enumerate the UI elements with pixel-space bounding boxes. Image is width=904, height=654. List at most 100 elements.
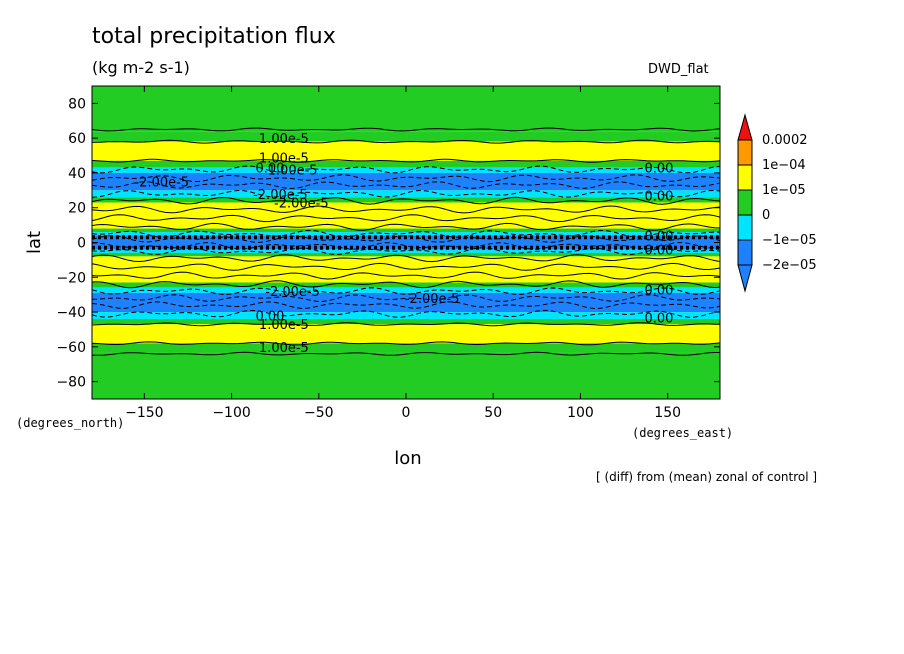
contour-line-2 (91, 158, 721, 163)
x-tick-label-5: 100 (567, 405, 594, 421)
contour-line-7 (91, 196, 721, 205)
band-13 (92, 252, 720, 257)
colorbar-seg-2 (737, 164, 753, 191)
contour-label-2: 0.00 (255, 162, 284, 177)
x-tick-label-3: 0 (402, 405, 411, 421)
y-tick-label-8: 80 (68, 96, 86, 112)
band-4 (92, 167, 720, 173)
contour-line-15 (91, 254, 721, 263)
band-21 (92, 343, 720, 353)
colorbar-seg-5 (737, 239, 753, 266)
contour-line-6 (91, 189, 721, 198)
contour-line-1 (91, 139, 721, 144)
colorbar-top-arrow (737, 113, 753, 141)
colorbar-label-2: 1e−05 (762, 183, 806, 198)
x-tick-label-1: −100 (212, 405, 250, 421)
colorbar-label-5: −2e−05 (762, 258, 817, 273)
contour-line-25 (91, 351, 720, 356)
contour-label-13: -2.00e-5 (265, 285, 320, 300)
band-19 (92, 319, 720, 325)
colorbar-seg-4 (737, 214, 753, 241)
contour-line-18 (91, 280, 721, 289)
x-axis-label: lon (394, 448, 421, 469)
band-9 (92, 228, 720, 233)
plot-area (92, 86, 720, 399)
contour-label-15: 1.00e-5 (259, 318, 309, 333)
diff-note: [ (diff) from (mean) zonal of control ] (596, 470, 818, 484)
y-unit-label: (degrees_north) (16, 416, 124, 430)
y-tick-label-4: 0 (77, 236, 86, 252)
y-axis-label: lat (24, 231, 45, 254)
band-20 (92, 324, 720, 344)
contour-label-1: 1.00e-5 (259, 151, 309, 166)
y-tick-label-0: −80 (56, 375, 86, 391)
contour-label-17: 0.00 (644, 311, 673, 326)
contour-line-0 (91, 127, 721, 132)
x-tick-label-6: 150 (654, 405, 681, 421)
contour-label-3: 1.00e-5 (268, 163, 318, 178)
contour-label-16: 1.00e-5 (259, 341, 309, 356)
contour-line-16 (91, 262, 721, 271)
x-tick-label-0: −150 (125, 405, 163, 421)
contour-line-10 (91, 222, 721, 231)
contour-label-9: 0.00 (644, 230, 673, 245)
y-tick-label-7: 60 (68, 131, 86, 147)
contour-layer (91, 127, 721, 356)
chart-units: (kg m-2 s-1) (92, 58, 190, 77)
contour-label-0: 1.00e-5 (259, 132, 309, 147)
contour-label-4: -2.00e-5 (134, 176, 189, 191)
band-1 (92, 131, 720, 142)
y-tick-label-3: −20 (56, 270, 86, 286)
contour-line-11 (91, 229, 721, 238)
band-16 (92, 287, 720, 293)
contour-line-9 (91, 214, 721, 223)
band-5 (92, 172, 720, 191)
y-tick-label-5: 20 (68, 201, 86, 217)
contour-line-22 (91, 309, 721, 318)
contour-label-7: -2.00e-5 (253, 188, 308, 203)
x-unit-label: (degrees_east) (632, 426, 733, 440)
contour-label-6: 0.00 (644, 190, 673, 205)
colorbar-bottom-arrow (737, 264, 753, 293)
contour-label-11: 0.00 (644, 283, 673, 298)
contour-line-19 (91, 287, 721, 296)
contour-line-20 (92, 294, 721, 302)
colorbar-label-0: 0.0002 (762, 133, 808, 148)
y-tick-label-2: −40 (56, 305, 86, 321)
x-tick-label-4: 50 (484, 405, 502, 421)
contour-label-5: 0.00 (644, 162, 673, 177)
band-18 (92, 312, 720, 320)
contour-label-12: -2.00e-5 (405, 292, 460, 307)
x-tick-label-2: −50 (304, 405, 334, 421)
axis-layer: −150 −100 −50 0 50 100 150 −80 −60 −40 −20 0 20 40 60 8… (16, 86, 733, 469)
contour-line-21 (91, 301, 721, 310)
colorbar-label-3: 0 (762, 208, 770, 223)
band-22 (92, 352, 720, 399)
contour-line-8 (91, 205, 721, 214)
colorbar-legend: 0.0002 1e−04 1e−05 0 −1e−05 −2e−05 (737, 113, 817, 293)
band-10 (92, 232, 720, 236)
band-3 (92, 160, 720, 168)
annotation-layer: 1.00e-51.00e-50.001.00e-5-2.00e-50.000.0… (134, 132, 673, 356)
contour-line-4 (91, 174, 721, 183)
contour-label-8: -2.00e-5 (274, 197, 329, 212)
colorbar-label-1: 1e−04 (762, 158, 806, 173)
contour-label-14: 0.00 (255, 310, 284, 325)
band-0 (92, 86, 720, 132)
contour-line-23 (91, 322, 721, 327)
contour-line-5 (91, 181, 721, 190)
contour-line-3 (91, 165, 721, 174)
contour-line-24 (91, 341, 721, 346)
contour-label-10: 0.00 (644, 243, 673, 258)
band-6 (92, 190, 720, 198)
colorbar-seg-3 (737, 189, 753, 216)
y-tick-label-6: 40 (68, 166, 86, 182)
y-tick-label-1: −60 (56, 340, 86, 356)
contour-line-13 (92, 242, 721, 250)
colorbar-seg-1 (737, 139, 753, 166)
contour-line-17 (91, 271, 721, 280)
run-label: DWD_flat (648, 62, 709, 77)
band-2 (92, 141, 720, 161)
chart-title: total precipitation flux (92, 24, 336, 49)
